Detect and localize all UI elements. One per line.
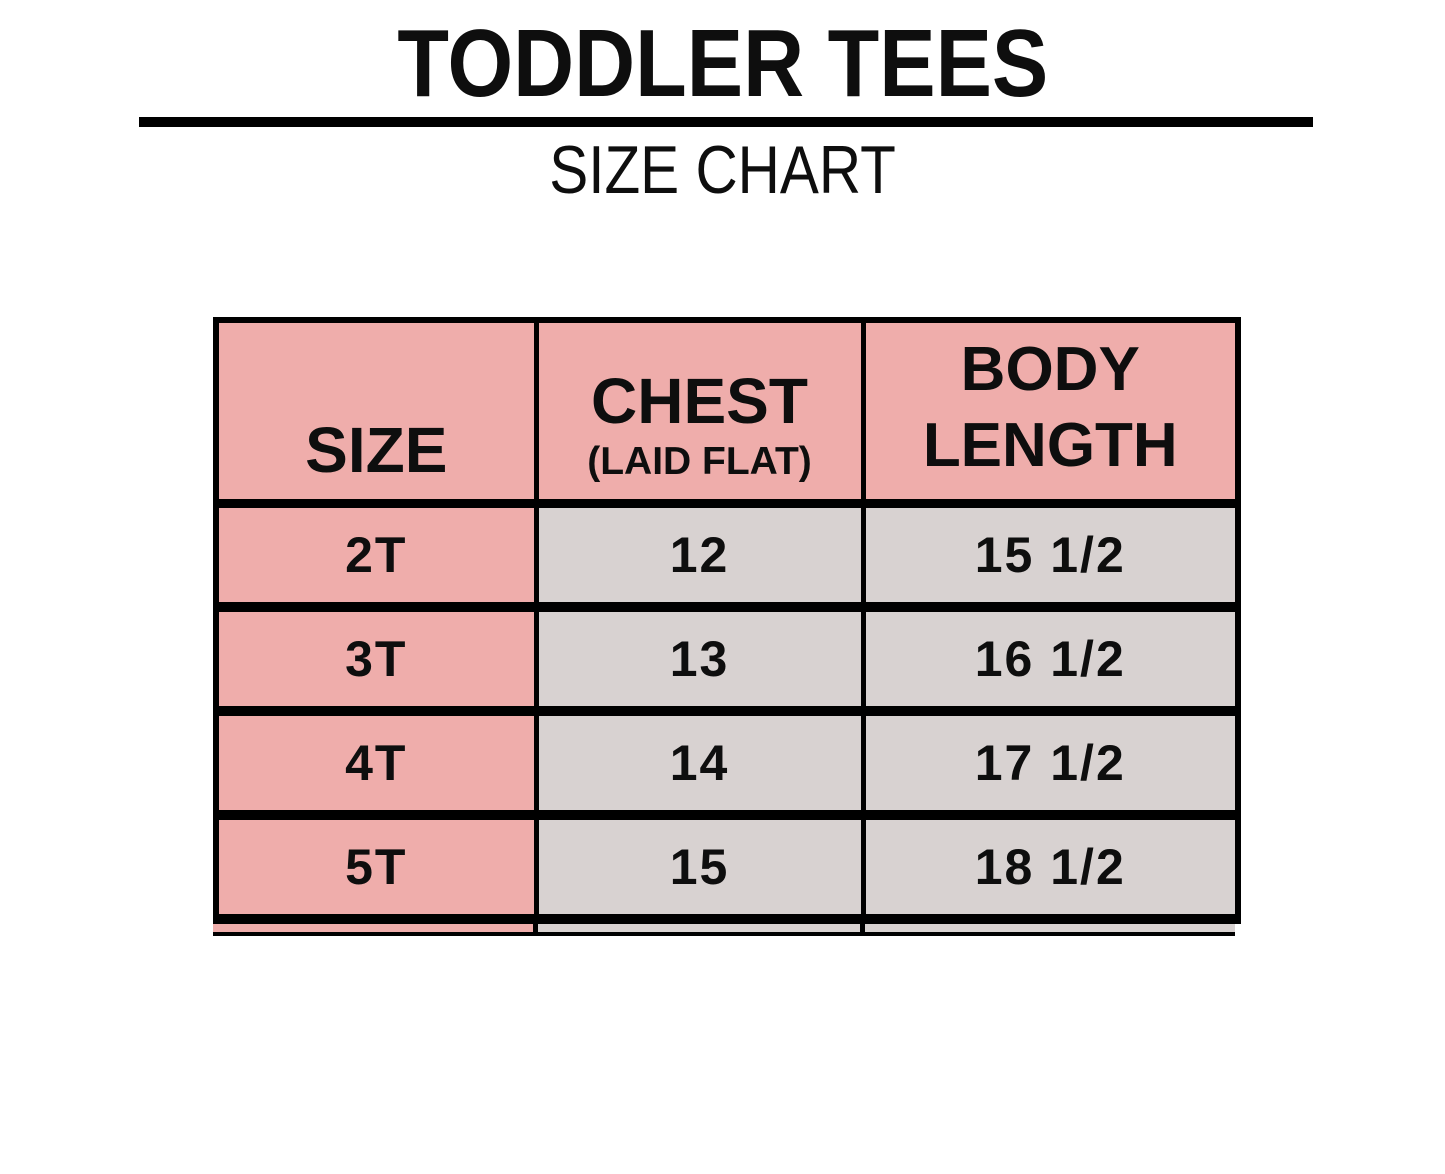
table-row-5t: 5T 15 18 1/2 [216,810,1238,919]
size-cell: 3T [216,602,536,711]
body-length-cell: 18 1/2 [860,810,1238,919]
chest-cell: 14 [533,706,863,815]
page-subtitle: SIZE CHART [0,132,1445,208]
page-title-text: TODDLER TEES [397,10,1048,117]
size-chart-table-wrap: SIZE CHEST (LAID FLAT) BODY LENGTH 2T 12… [213,317,1241,936]
column-header-chest: CHEST (LAID FLAT) [533,320,863,508]
table-row-4t: 4T 14 17 1/2 [216,706,1238,815]
body-length-cell: 17 1/2 [860,706,1238,815]
column-header-chest-sublabel: (LAID FLAT) [587,439,812,483]
table-header: SIZE CHEST (LAID FLAT) BODY LENGTH [216,320,1238,508]
chest-cell: 12 [533,503,863,607]
page-title: TODDLER TEES [0,12,1445,116]
cutoff-chest-cell [533,924,860,932]
table-row-2t: 2T 12 15 1/2 [216,503,1238,607]
size-cell: 2T [216,503,536,607]
cutoff-body-length-cell [860,924,1235,932]
header-row: SIZE CHEST (LAID FLAT) BODY LENGTH [216,320,1238,508]
table-row-3t: 3T 13 16 1/2 [216,602,1238,711]
column-header-size-label: SIZE [305,414,448,487]
column-header-body-length: BODY LENGTH [860,320,1238,508]
body-length-cell: 15 1/2 [860,503,1238,607]
page-subtitle-text: SIZE CHART [549,132,896,208]
chest-cell: 15 [533,810,863,919]
title-underline-rule [139,117,1313,127]
cutoff-partial-row [213,924,1235,936]
cutoff-size-cell [213,924,533,932]
size-cell: 4T [216,706,536,815]
chest-cell: 13 [533,602,863,711]
column-header-chest-label: CHEST [591,365,808,438]
size-cell: 5T [216,810,536,919]
size-chart-table: SIZE CHEST (LAID FLAT) BODY LENGTH 2T 12… [213,317,1241,924]
body-length-cell: 16 1/2 [860,602,1238,711]
column-header-size: SIZE [216,320,536,508]
column-header-body-length-label: BODY LENGTH [922,335,1178,480]
table-body: 2T 12 15 1/2 3T 13 16 1/2 4T 14 17 1/2 5… [216,503,1238,919]
